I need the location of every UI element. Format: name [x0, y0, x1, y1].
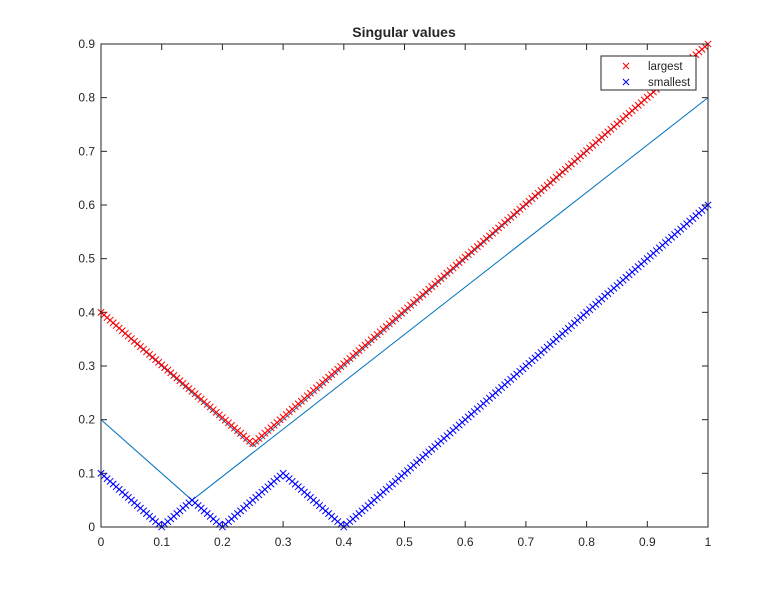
- x-tick-label: 0.2: [214, 535, 231, 549]
- y-tick-label: 0.7: [78, 144, 95, 158]
- ticks-layer: 0 0.1 0.2 0.3 0.4 0.5 0.6 0.7 0.8 0.9 1 0 0.1 0.2 0.3 0…: [78, 37, 711, 549]
- x-tick-label: 0.5: [396, 535, 413, 549]
- x-tick-label: 0.6: [457, 535, 474, 549]
- chart-title: Singular values: [352, 24, 456, 40]
- legend-marker-largest: [622, 62, 630, 70]
- axes-box: [100, 43, 709, 528]
- plot-area: [101, 44, 708, 527]
- x-tick-label: 0: [98, 535, 105, 549]
- legend-label-smallest: smallest: [648, 77, 691, 89]
- y-tick-label: 0.8: [78, 91, 95, 105]
- y-tick-label: 0.2: [78, 413, 95, 427]
- legend: largest smallest: [600, 55, 697, 91]
- y-tick-label: 0.6: [78, 198, 95, 212]
- y-tick-label: 0.4: [78, 305, 95, 319]
- x-tick-label: 1: [705, 535, 712, 549]
- x-tick-label: 0.9: [639, 535, 656, 549]
- y-tick-label: 0.3: [78, 359, 95, 373]
- x-tick-label: 0.8: [578, 535, 595, 549]
- x-tick-label: 0.1: [153, 535, 170, 549]
- y-tick-label: 0.5: [78, 252, 95, 266]
- y-tick-label: 0.1: [78, 466, 95, 480]
- legend-box: [600, 55, 697, 91]
- y-tick-label: 0.9: [78, 37, 95, 51]
- series-smallest: [97, 201, 712, 531]
- legend-label-largest: largest: [648, 61, 683, 73]
- x-tick-label: 0.3: [275, 535, 292, 549]
- x-tick-label: 0.7: [518, 535, 535, 549]
- legend-marker-smallest: [622, 78, 630, 86]
- y-tick-label: 0: [88, 520, 95, 534]
- x-tick-label: 0.4: [335, 535, 352, 549]
